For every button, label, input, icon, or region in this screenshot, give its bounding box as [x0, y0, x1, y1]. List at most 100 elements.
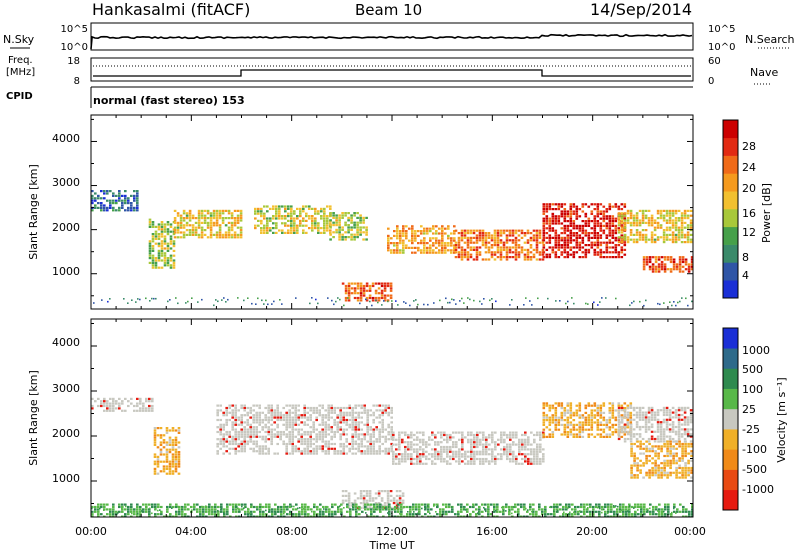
data-cell	[608, 215, 612, 218]
data-cell	[133, 194, 136, 197]
data-cell	[318, 433, 321, 436]
data-cell	[162, 460, 166, 463]
data-cell	[645, 263, 649, 266]
data-cell	[153, 472, 157, 475]
data-cell	[142, 409, 145, 412]
data-cell	[174, 429, 178, 432]
data-cell	[481, 232, 485, 235]
data-cell	[369, 440, 372, 443]
data-cell	[473, 453, 476, 456]
data-cell	[171, 455, 175, 458]
data-cell	[375, 450, 378, 453]
data-cell	[355, 515, 358, 517]
data-cell	[641, 411, 645, 414]
data-cell	[581, 246, 585, 249]
data-cell	[493, 232, 497, 235]
data-cell	[396, 225, 399, 228]
data-cell	[224, 236, 228, 239]
data-cell	[315, 298, 317, 301]
data-cell	[635, 433, 639, 436]
data-cell	[620, 406, 624, 409]
data-cell	[172, 254, 176, 257]
data-cell	[359, 226, 362, 229]
data-cell	[466, 241, 470, 244]
data-cell	[466, 246, 470, 249]
data-cell	[293, 222, 296, 225]
data-cell	[545, 253, 549, 256]
data-cell	[369, 438, 372, 441]
data-cell	[341, 216, 344, 219]
data-cell	[378, 430, 381, 434]
data-cell	[410, 455, 413, 458]
data-cell	[599, 407, 603, 410]
data-cell	[343, 304, 345, 307]
data-cell	[165, 458, 169, 461]
data-cell	[260, 219, 263, 222]
data-cell	[177, 429, 181, 432]
data-cell	[626, 416, 630, 419]
data-cell	[216, 430, 219, 434]
data-cell	[219, 438, 222, 441]
data-cell	[623, 236, 627, 239]
data-cell	[563, 220, 567, 223]
data-cell	[614, 205, 618, 208]
data-cell	[542, 246, 546, 249]
data-cell	[386, 497, 390, 500]
data-cell	[489, 299, 491, 302]
data-cell	[151, 245, 155, 248]
data-cell	[557, 220, 561, 223]
data-cell	[94, 505, 97, 509]
data-cell	[535, 241, 539, 244]
data-cell	[650, 423, 654, 426]
data-cell	[491, 450, 494, 453]
data-cell	[656, 221, 660, 224]
data-cell	[665, 219, 669, 222]
data-cell	[305, 224, 308, 227]
data-cell	[240, 423, 243, 426]
data-cell	[258, 445, 261, 448]
data-cell	[690, 263, 693, 266]
data-cell	[266, 210, 269, 213]
data-cell	[106, 409, 109, 412]
data-cell	[225, 430, 228, 434]
data-cell	[199, 513, 202, 516]
data-cell	[669, 256, 673, 259]
data-cell	[578, 244, 582, 247]
data-cell	[530, 453, 533, 456]
data-cell	[672, 452, 675, 455]
data-cell	[426, 246, 429, 249]
data-cell	[644, 229, 648, 232]
data-cell	[535, 258, 539, 261]
data-cell	[359, 233, 362, 236]
data-cell	[647, 224, 651, 227]
data-cell	[127, 510, 130, 513]
data-cell	[103, 209, 106, 212]
data-cell	[153, 460, 157, 463]
data-cell	[290, 205, 293, 208]
freq-label-1: Freq.	[8, 55, 33, 66]
data-cell	[289, 513, 292, 516]
data-cell	[124, 409, 127, 412]
data-cell	[331, 505, 334, 509]
data-cell	[689, 421, 693, 424]
data-cell	[435, 225, 438, 228]
data-cell	[266, 224, 269, 227]
data-cell	[679, 300, 681, 303]
data-cell	[350, 236, 353, 239]
data-cell	[157, 503, 160, 506]
data-cell	[629, 404, 633, 407]
data-cell	[662, 435, 666, 438]
data-cell	[347, 494, 351, 497]
data-cell	[463, 241, 467, 244]
data-cell	[531, 304, 533, 306]
data-cell	[449, 450, 452, 453]
data-cell	[153, 463, 157, 466]
data-cell	[124, 209, 127, 212]
data-cell	[372, 450, 375, 453]
data-cell	[638, 219, 642, 222]
data-cell	[320, 215, 323, 218]
data-cell	[472, 258, 476, 261]
data-cell	[563, 239, 567, 242]
data-cell	[390, 442, 393, 446]
data-cell	[404, 448, 407, 451]
